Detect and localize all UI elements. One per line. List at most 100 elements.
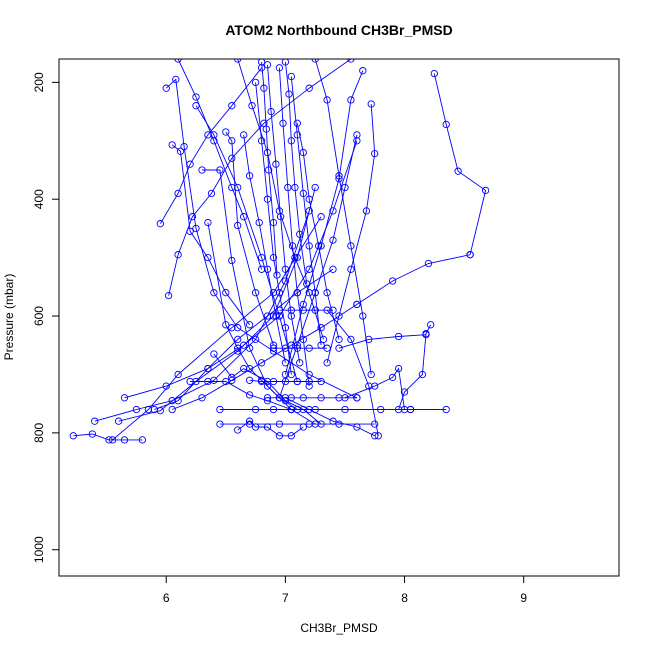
series-32 — [353, 251, 474, 309]
data-point — [198, 394, 206, 402]
data-point — [150, 405, 158, 414]
data-point — [192, 224, 200, 233]
data-point — [427, 321, 435, 329]
data-point — [299, 306, 307, 314]
series-7 — [162, 75, 361, 402]
series-11 — [204, 218, 301, 414]
data-point — [281, 359, 290, 367]
series-line — [237, 59, 324, 340]
series-line — [165, 78, 358, 399]
data-point — [293, 289, 301, 297]
data-point — [240, 364, 248, 373]
series-4 — [114, 183, 319, 425]
data-point — [192, 93, 200, 101]
data-point — [260, 84, 268, 92]
data-point — [245, 321, 254, 329]
series-line — [296, 123, 340, 340]
data-point — [335, 312, 343, 320]
data-point — [347, 265, 355, 273]
data-point — [377, 405, 385, 414]
data-point — [359, 312, 367, 320]
series-line — [338, 334, 427, 349]
series-line — [171, 144, 250, 326]
series-line — [314, 59, 372, 375]
data-point — [234, 335, 242, 344]
data-point — [263, 265, 272, 273]
data-point — [248, 102, 256, 110]
data-point — [168, 405, 176, 414]
data-point — [371, 149, 379, 158]
data-point — [367, 100, 375, 108]
data-point — [329, 306, 337, 314]
data-point — [287, 370, 295, 379]
data-point — [281, 377, 290, 386]
data-point — [263, 312, 272, 320]
data-point — [210, 289, 218, 297]
data-point — [359, 67, 367, 75]
data-point — [365, 382, 373, 390]
data-point — [216, 420, 224, 428]
data-point — [108, 436, 117, 444]
series-line — [177, 59, 263, 270]
data-point — [234, 324, 242, 332]
data-point — [347, 335, 355, 344]
data-point — [281, 59, 290, 66]
data-point — [162, 84, 170, 92]
data-point — [269, 344, 278, 352]
data-point — [281, 370, 290, 379]
y-tick-label: 200 — [32, 72, 46, 92]
series-line — [344, 367, 405, 410]
data-point — [341, 405, 349, 414]
data-point — [323, 344, 331, 352]
data-point — [180, 142, 188, 151]
series-line — [326, 103, 376, 363]
data-point — [240, 213, 248, 221]
data-point — [275, 64, 284, 72]
data-point — [228, 376, 236, 384]
x-tick-label: 8 — [401, 591, 408, 605]
data-point — [394, 405, 403, 414]
series-line — [195, 105, 298, 382]
data-point — [245, 376, 254, 384]
series-45 — [174, 59, 266, 273]
series-line — [168, 59, 352, 296]
series-37 — [281, 394, 379, 440]
data-point — [210, 350, 218, 358]
series-line — [284, 61, 308, 284]
series-36 — [234, 417, 307, 440]
data-point — [293, 119, 301, 127]
series-line — [278, 67, 310, 387]
data-point — [234, 344, 242, 352]
series-line — [285, 397, 375, 437]
y-tick-label: 800 — [32, 423, 46, 443]
data-point — [341, 183, 349, 192]
data-point — [174, 189, 182, 198]
data-point — [204, 218, 212, 227]
data-point — [347, 59, 355, 63]
x-tick-label: 7 — [282, 591, 289, 605]
series-line — [356, 254, 471, 305]
data-point — [287, 312, 295, 320]
data-point — [305, 207, 313, 215]
data-point — [269, 253, 278, 262]
data-point — [265, 166, 273, 174]
data-point — [341, 394, 349, 402]
series-line — [94, 210, 310, 422]
data-point — [272, 160, 280, 168]
data-point — [287, 432, 295, 440]
series-line — [278, 134, 358, 398]
data-point — [335, 344, 343, 352]
data-point — [371, 420, 379, 428]
data-point — [284, 183, 292, 192]
data-point — [394, 332, 403, 341]
data-point — [198, 166, 206, 174]
series-12 — [222, 128, 278, 349]
data-point — [174, 59, 182, 63]
data-point — [305, 382, 313, 390]
series-29 — [275, 131, 361, 402]
data-point — [311, 183, 319, 192]
data-point — [263, 394, 272, 402]
data-point — [222, 289, 230, 297]
series-line — [124, 140, 358, 399]
data-point — [132, 405, 141, 414]
